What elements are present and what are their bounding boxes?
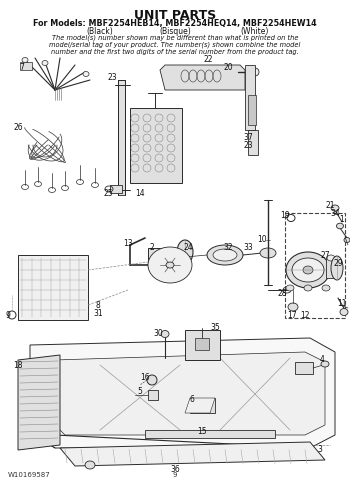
Text: 6: 6 <box>190 396 195 404</box>
Text: 10: 10 <box>257 236 267 244</box>
Text: 23: 23 <box>243 142 253 151</box>
Bar <box>20 62 32 70</box>
Ellipse shape <box>251 68 259 76</box>
Text: 28: 28 <box>277 288 287 298</box>
Text: 8: 8 <box>96 300 100 310</box>
Bar <box>148 248 166 268</box>
Text: 17: 17 <box>287 311 297 319</box>
Text: 24: 24 <box>183 243 193 253</box>
Ellipse shape <box>260 248 276 258</box>
Text: 2: 2 <box>150 243 154 253</box>
Polygon shape <box>18 355 60 450</box>
Text: 11: 11 <box>337 298 347 308</box>
Ellipse shape <box>331 256 343 280</box>
Text: For Models: MBF2254HEB14, MBF2254HEQ14, MBF2254HEW14: For Models: MBF2254HEB14, MBF2254HEQ14, … <box>33 19 317 28</box>
Ellipse shape <box>166 262 174 268</box>
Text: 27: 27 <box>320 251 330 259</box>
Text: 22: 22 <box>203 56 213 65</box>
Ellipse shape <box>161 330 169 338</box>
Ellipse shape <box>303 266 313 274</box>
Polygon shape <box>245 65 255 130</box>
Bar <box>148 390 158 400</box>
Ellipse shape <box>322 285 330 291</box>
Text: 18: 18 <box>13 360 23 369</box>
Bar <box>145 430 275 438</box>
Text: 5: 5 <box>138 387 142 397</box>
Bar <box>185 330 220 360</box>
Text: 7: 7 <box>20 62 25 71</box>
Bar <box>110 185 122 193</box>
Bar <box>285 213 345 318</box>
Text: 16: 16 <box>140 373 150 383</box>
Bar <box>130 108 182 183</box>
Ellipse shape <box>331 205 339 211</box>
Ellipse shape <box>340 309 348 315</box>
Ellipse shape <box>22 57 28 62</box>
Text: 4: 4 <box>320 355 324 365</box>
Polygon shape <box>185 398 215 413</box>
Polygon shape <box>18 255 88 320</box>
Text: 30: 30 <box>153 328 163 338</box>
Ellipse shape <box>321 361 329 367</box>
Text: (Bisque): (Bisque) <box>159 27 191 36</box>
Ellipse shape <box>286 252 330 288</box>
Polygon shape <box>30 338 335 448</box>
Ellipse shape <box>327 255 335 261</box>
Text: The model(s) number shown may be different than what is printed on the
model/ser: The model(s) number shown may be differe… <box>49 34 301 56</box>
Text: 25: 25 <box>103 188 113 198</box>
Ellipse shape <box>83 71 89 76</box>
Bar <box>248 130 258 155</box>
Text: 1: 1 <box>340 215 344 225</box>
Text: 26: 26 <box>13 124 23 132</box>
Text: (Black): (Black) <box>87 27 113 36</box>
Polygon shape <box>60 442 325 466</box>
Bar <box>326 258 336 278</box>
Text: 13: 13 <box>123 239 133 247</box>
Ellipse shape <box>344 238 350 242</box>
Text: 21: 21 <box>325 200 335 210</box>
Text: 37: 37 <box>243 133 253 142</box>
Polygon shape <box>55 352 325 435</box>
Ellipse shape <box>147 375 157 385</box>
Text: (White): (White) <box>241 27 269 36</box>
Text: 35: 35 <box>210 324 220 332</box>
Text: 23: 23 <box>107 73 117 83</box>
Text: W10169587: W10169587 <box>8 472 51 478</box>
Ellipse shape <box>42 60 48 66</box>
Ellipse shape <box>292 258 324 282</box>
Ellipse shape <box>288 303 298 311</box>
Ellipse shape <box>85 461 95 469</box>
Text: 34: 34 <box>330 209 340 217</box>
Bar <box>248 95 256 125</box>
Ellipse shape <box>213 249 237 261</box>
Text: 29: 29 <box>333 258 343 268</box>
Polygon shape <box>118 80 125 195</box>
Text: 36: 36 <box>170 466 180 474</box>
Ellipse shape <box>207 245 243 265</box>
Text: 12: 12 <box>300 311 310 319</box>
Bar <box>195 338 209 350</box>
Text: 14: 14 <box>135 188 145 198</box>
Ellipse shape <box>177 240 193 264</box>
Ellipse shape <box>336 223 343 229</box>
Text: 9: 9 <box>173 472 177 478</box>
Text: 19: 19 <box>280 211 290 219</box>
Bar <box>190 398 215 413</box>
Text: 15: 15 <box>197 427 207 437</box>
Ellipse shape <box>148 247 192 283</box>
Bar <box>295 362 313 374</box>
Text: 20: 20 <box>223 63 233 72</box>
Text: 31: 31 <box>93 309 103 317</box>
Ellipse shape <box>286 285 294 291</box>
Text: 3: 3 <box>317 445 322 455</box>
Text: 32: 32 <box>223 243 233 253</box>
Text: UNIT PARTS: UNIT PARTS <box>134 9 216 22</box>
Polygon shape <box>160 65 245 90</box>
Ellipse shape <box>304 285 312 291</box>
Text: 33: 33 <box>243 243 253 253</box>
Text: 9: 9 <box>6 311 10 319</box>
